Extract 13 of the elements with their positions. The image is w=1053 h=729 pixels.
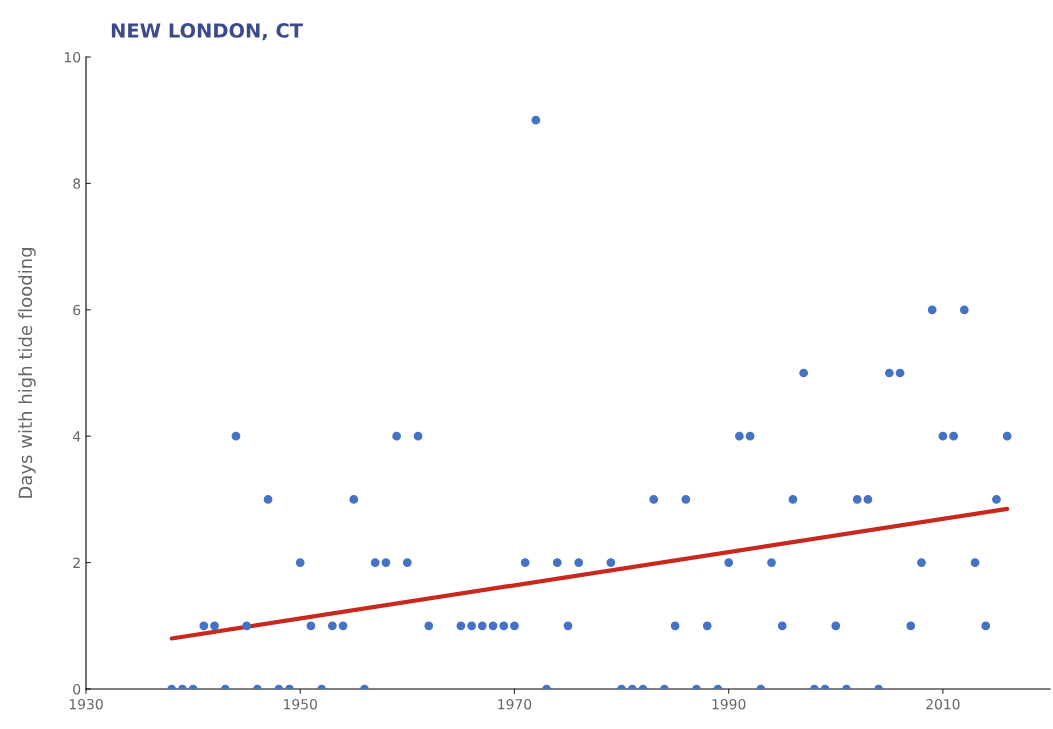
- x-tick-label: 1930: [69, 698, 103, 710]
- y-tick-label: 4: [72, 431, 81, 442]
- y-tick-label: 2: [73, 557, 80, 568]
- y-tick-label: 0: [73, 683, 81, 695]
- y-tick-label: 8: [73, 178, 81, 189]
- x-tick-label: 1970: [498, 698, 532, 710]
- x-tick-label: 1950: [284, 698, 317, 710]
- chart-title: NEW LONDON, CT: [111, 23, 303, 41]
- y-axis-title: Days with high tide flooding: [18, 248, 36, 498]
- x-tick-label: 2010: [926, 698, 960, 710]
- y-tick-label: 10: [64, 51, 81, 63]
- x-tick-label: 1990: [712, 698, 746, 710]
- y-tick-label: 6: [73, 304, 81, 316]
